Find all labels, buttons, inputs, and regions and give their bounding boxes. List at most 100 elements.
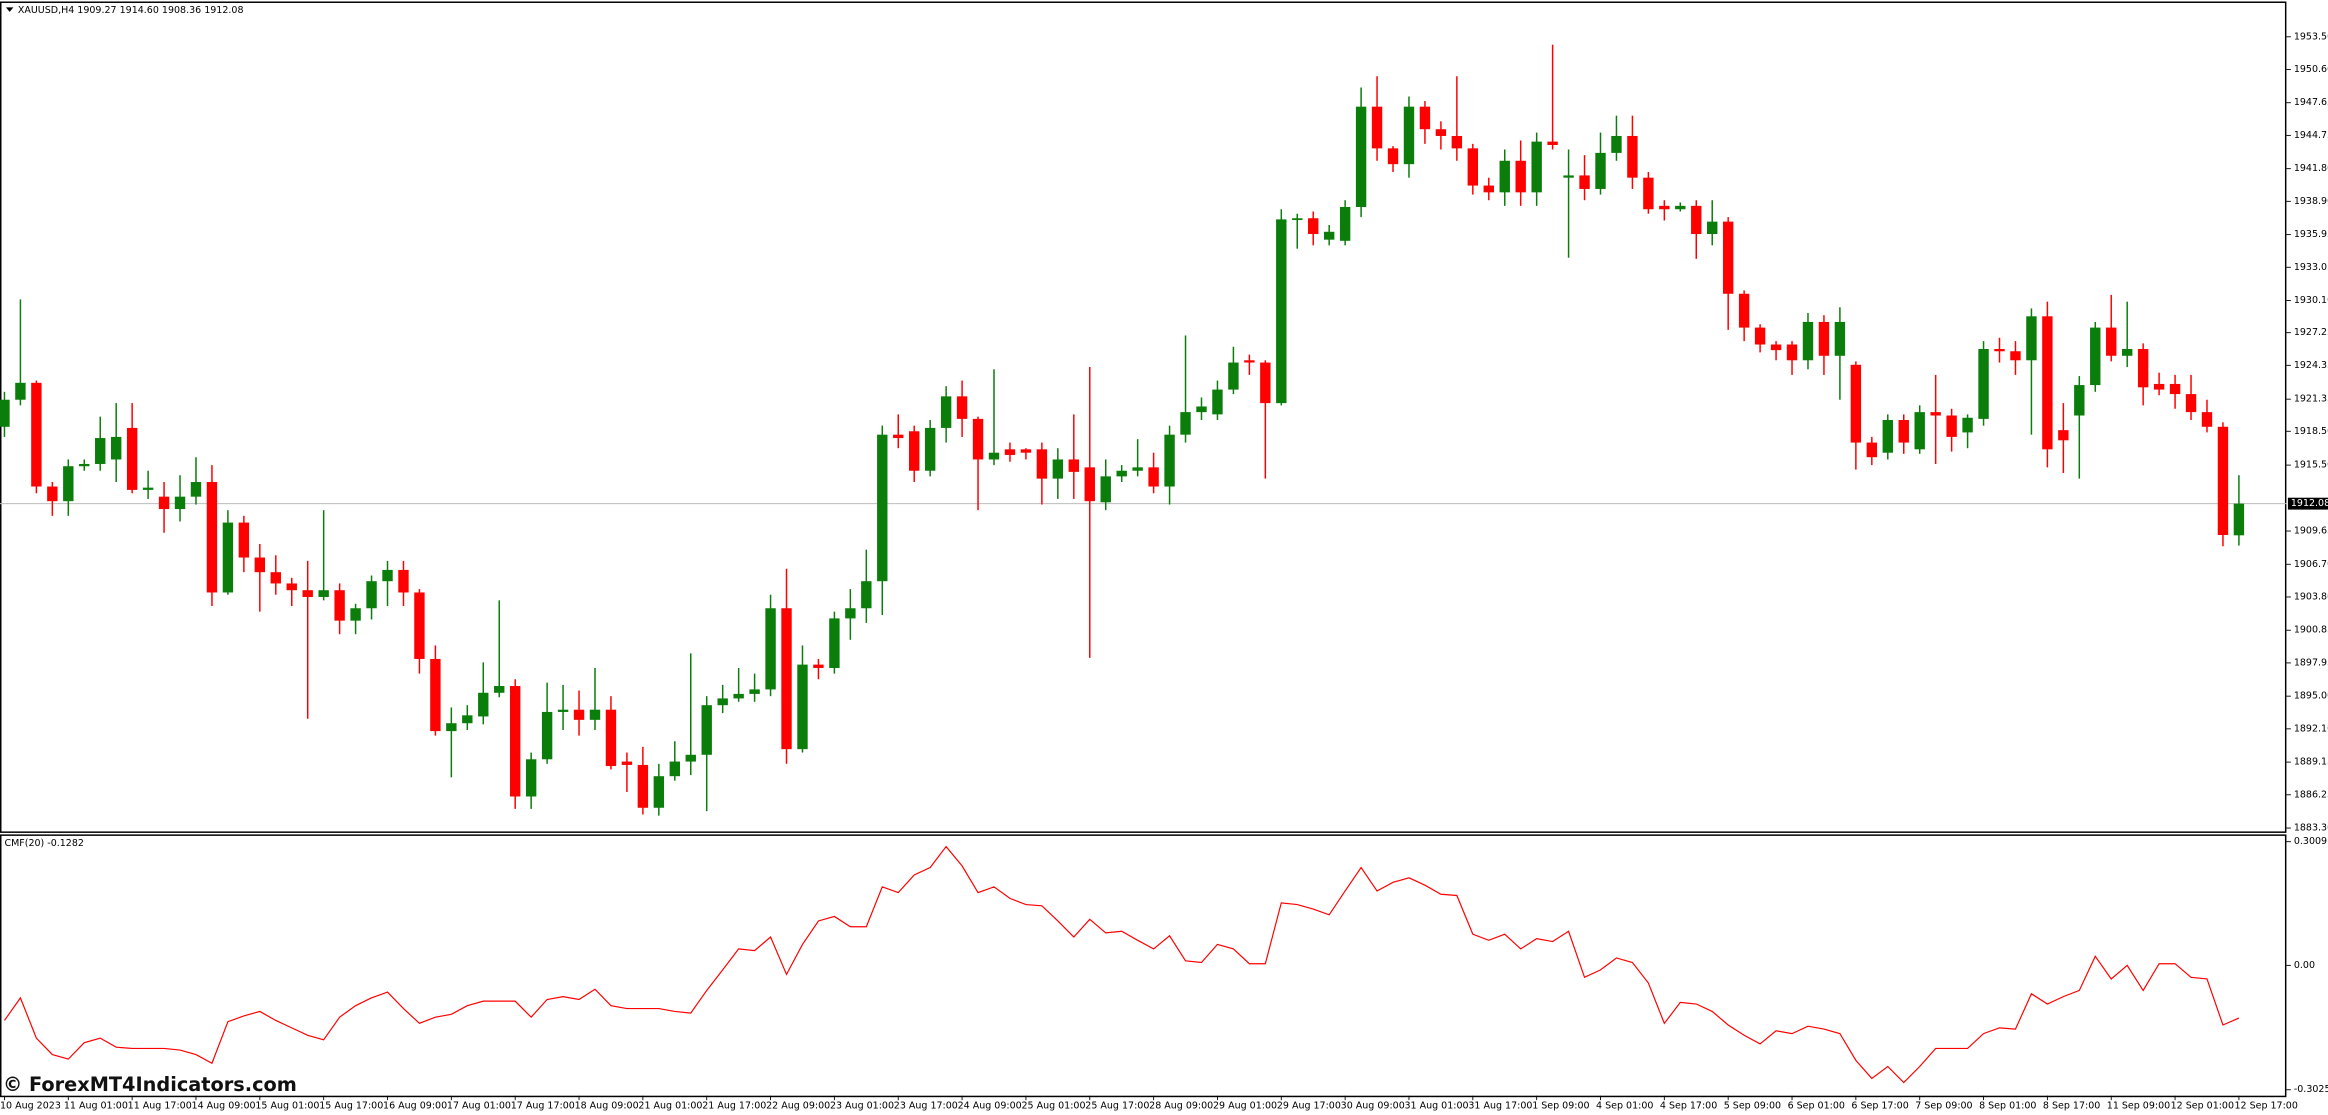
candle-body [1595,152,1606,189]
x-tick-label: 5 Sep 09:00 [1724,1101,1781,1112]
candle-body [270,572,281,584]
current-price-box [2287,497,2328,510]
x-tick-label: 31 Aug 17:00 [1468,1101,1532,1112]
candle-body [813,664,824,668]
x-tick-label: 8 Sep 01:00 [1979,1101,2036,1112]
x-tick-label: 12 Sep 17:00 [2234,1101,2297,1112]
candle-body [972,418,984,460]
candle-body [749,689,760,694]
candle-body [1100,476,1111,503]
candle-body [509,686,521,797]
x-tick-label: 10 Aug 2023 [0,1101,61,1112]
candle-body [478,692,489,717]
candle-body [110,436,122,460]
candle-body [2217,426,2229,535]
candle-body [2153,383,2165,390]
candle-body [2201,412,2213,427]
x-tick-label: 24 Aug 09:00 [958,1101,1022,1112]
candle-body [845,608,856,619]
candle-body [350,608,361,621]
candle-body [1866,442,1878,458]
candle-body [1387,148,1399,165]
x-tick-label: 25 Aug 01:00 [1021,1101,1085,1112]
candle-body [2090,327,2101,386]
candle-body [1004,449,1016,455]
candle-body [1754,327,1766,345]
candle-body [781,608,792,750]
candle-body [1499,160,1510,193]
candle-body [1850,364,1862,443]
candle-body [1260,362,1271,404]
y-tick-label: 1938.90 [2294,196,2328,207]
candle-body [334,590,345,621]
candle-body [1643,177,1654,210]
y-tick-label: -0.3025 [2294,1084,2328,1095]
candle-body [1116,470,1127,477]
candle-body [733,693,744,699]
price-panel-frame [0,1,2287,833]
candle-body [877,434,888,582]
candle-body [15,382,26,400]
candle-body [1483,185,1494,193]
x-tick-label: 30 Aug 09:00 [1341,1101,1405,1112]
x-tick-label: 15 Aug 17:00 [319,1101,383,1112]
x-tick-label: 14 Aug 09:00 [192,1101,256,1112]
candle-body [1148,467,1159,487]
candle-body [1084,467,1095,502]
candle-body [1276,219,1287,404]
candle-body [1515,160,1526,193]
x-tick-label: 29 Aug 01:00 [1213,1101,1277,1112]
candle-body [2026,316,2037,361]
candle-body [2074,385,2085,416]
candle-body [1419,106,1431,130]
candle-body [2233,503,2245,536]
x-tick-label: 4 Sep 01:00 [1596,1101,1653,1112]
candle-body [1020,449,1032,453]
x-tick-label: 6 Sep 17:00 [1851,1101,1908,1112]
candle-body [63,466,74,502]
candle-body [2137,349,2149,388]
candle-body [1978,349,1989,419]
y-tick-label: 1895.00 [2294,691,2328,702]
candle-body [765,608,776,690]
cmf-line [3,845,2240,1084]
y-tick-label: 1900.85 [2294,625,2328,636]
candle-body [430,658,441,732]
y-tick-label: 1935.95 [2294,229,2328,240]
y-tick-label: 1921.35 [2294,394,2328,405]
y-tick-label: 1883.30 [2294,823,2328,834]
candle-body [286,583,297,591]
candle-body [1579,175,1590,189]
candle-body [1355,106,1367,207]
candle-body [1467,148,1479,186]
y-tick-label: 1941.80 [2294,163,2328,174]
indicator-panel-frame [0,834,2287,1098]
candle-body [1052,459,1064,479]
menu-arrow[interactable] [5,7,14,12]
y-tick-label: 1953.50 [2294,31,2328,42]
candle-body [414,592,425,659]
candle-body [653,776,665,808]
x-tick-label: 4 Sep 17:00 [1660,1101,1717,1112]
candle-body [1164,434,1175,487]
candle-body [1611,135,1622,153]
y-tick-label: 1909.65 [2294,526,2328,537]
candle-body [621,761,633,765]
candle-body [1994,349,2005,352]
candle-body [1308,218,1319,235]
y-tick-label: 1897.95 [2294,657,2328,668]
candle-body [956,396,968,419]
y-tick-label: 1918.50 [2294,426,2328,437]
candle-body [1451,135,1463,149]
x-tick-label: 17 Aug 17:00 [511,1101,575,1112]
candle-body [1435,129,1447,136]
candle-body [1802,321,1814,361]
y-tick-label: 1886.25 [2294,789,2328,800]
indicator-label: CMF(20) -0.1282 [4,838,83,849]
candle-body [2042,316,2053,450]
candle-body [893,434,904,439]
candle-body [1068,459,1080,472]
candle-body [1627,135,1638,178]
x-tick-label: 23 Aug 01:00 [830,1101,894,1112]
candle-body [1196,406,1207,413]
